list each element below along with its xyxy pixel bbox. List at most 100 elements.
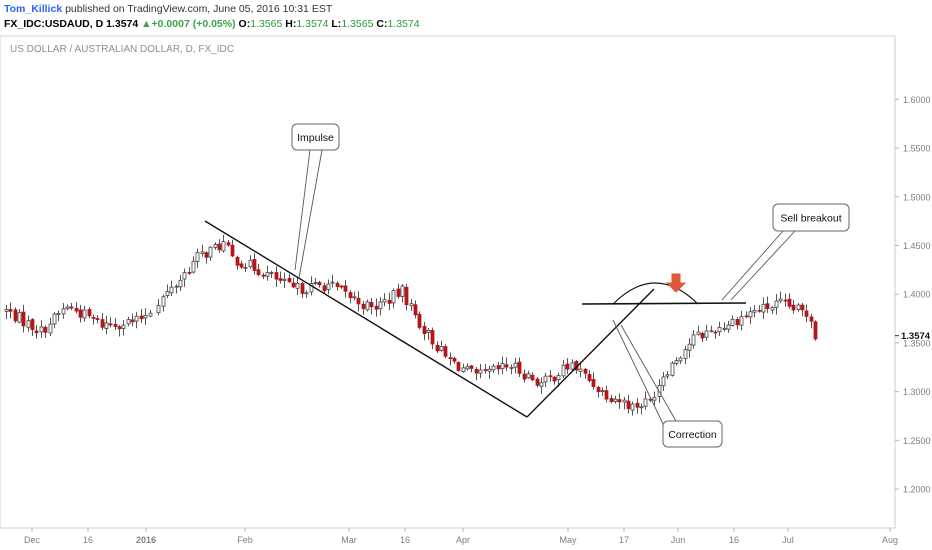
candle-down	[387, 299, 392, 304]
candle-up	[213, 243, 218, 248]
high-value: 1.3574	[296, 18, 329, 30]
candle-down	[744, 315, 749, 318]
candle-down	[74, 307, 79, 312]
candle-down	[648, 398, 653, 401]
candle-down	[552, 376, 557, 382]
open-label: O:	[238, 18, 251, 30]
plot-area[interactable]	[0, 35, 896, 529]
candle-down	[278, 278, 283, 281]
price-tick-label: 1.3000	[903, 387, 931, 397]
candle-down	[804, 310, 809, 317]
candle-up	[161, 296, 166, 307]
candle-up	[208, 246, 213, 258]
time-tick-label: 17	[619, 535, 629, 545]
sell-breakout-callout-box	[772, 203, 850, 232]
chart-title: US DOLLAR / AUSTRALIAN DOLLAR, D, FX_IDC	[10, 44, 234, 55]
correction-trendline	[526, 288, 655, 418]
sell-breakout-callout-pointer	[730, 230, 796, 301]
candle-up	[770, 307, 775, 311]
candle-up	[513, 362, 518, 368]
candle-down	[217, 243, 222, 251]
candle-up	[674, 360, 679, 364]
candle-up	[752, 309, 757, 313]
impulse-trendline	[204, 220, 528, 418]
candle-up	[243, 266, 248, 269]
candle-up	[221, 241, 226, 252]
candle-down	[591, 379, 596, 387]
candle-down	[108, 323, 113, 326]
candle-down	[117, 326, 122, 330]
candle-down	[204, 252, 209, 258]
triangle-up-icon: ▲	[141, 18, 152, 30]
author-link[interactable]: Tom_Killick	[4, 3, 63, 15]
candlestick-series	[4, 234, 818, 416]
time-tick-label: May	[559, 535, 577, 545]
price-tick-label: 1.2000	[903, 485, 931, 495]
candle-up	[17, 312, 22, 323]
candle-up	[691, 334, 696, 346]
candle-up	[465, 366, 470, 370]
candle-up	[652, 397, 657, 401]
candle-down	[348, 292, 353, 299]
time-tick-label: Aug	[882, 535, 898, 545]
candle-up	[478, 369, 483, 374]
candle-down	[369, 302, 374, 308]
candle-down	[235, 256, 240, 266]
candle-down	[530, 374, 535, 381]
time-tick-label: 16	[729, 535, 739, 545]
candle-down	[291, 282, 296, 288]
candle-up	[687, 343, 692, 351]
time-tick-label: Mar	[341, 535, 357, 545]
candle-up	[578, 368, 583, 372]
candle-up	[326, 283, 331, 290]
candle-up	[48, 323, 53, 334]
candle-up	[265, 272, 270, 277]
candle-up	[539, 382, 544, 387]
price-tick-label: 1.4000	[903, 290, 931, 300]
candle-down	[474, 368, 479, 374]
rounding-top-arc	[612, 282, 699, 305]
candle-down	[809, 316, 814, 322]
candle-down	[256, 269, 261, 276]
candle-up	[717, 326, 722, 333]
candle-up	[487, 368, 492, 372]
candle-up	[696, 331, 701, 335]
time-tick-label: 16	[83, 535, 93, 545]
candle-down	[791, 304, 796, 311]
candle-down	[496, 365, 501, 370]
candle-down	[587, 374, 592, 381]
candle-up	[426, 329, 431, 333]
candle-down	[417, 313, 422, 328]
sell-breakout-callout-label: Sell breakout	[780, 213, 841, 225]
candle-up	[622, 399, 627, 403]
candle-down	[87, 309, 92, 317]
candle-up	[248, 259, 253, 268]
candle-down	[361, 303, 366, 310]
candle-up	[195, 252, 200, 262]
candle-down	[735, 319, 740, 326]
published-text: published on TradingView.com, June 05, 2…	[65, 3, 333, 15]
candle-up	[657, 384, 662, 397]
candle-down	[374, 305, 379, 310]
candle-up	[378, 301, 383, 310]
impulse-callout-pointer	[294, 149, 311, 271]
candle-down	[813, 321, 818, 340]
candle-down	[34, 330, 39, 334]
candle-down	[548, 375, 553, 378]
time-axis: Dec 16 2016 Feb Mar 16 Apr May 17 Jun 16 Jul Aug	[24, 528, 898, 545]
price-tick-label: 1.3500	[903, 338, 931, 348]
last-price-axis-label: 1.3574	[895, 331, 931, 342]
candle-up	[39, 326, 44, 333]
candle-up	[600, 390, 605, 392]
price-tick-label: 1.5000	[903, 192, 931, 202]
candle-down	[604, 390, 609, 400]
correction-callout-pointer	[612, 319, 666, 429]
symbol-ohlc-line: FX_IDC:USDAUD, D 1.3574 ▲+0.0007 (+0.05%…	[4, 18, 420, 30]
price-change: +0.0007 (+0.05%)	[151, 18, 236, 30]
candle-down	[113, 323, 118, 327]
symbol-label[interactable]: FX_IDC:USDAUD, D	[4, 18, 104, 30]
annotation-drawings	[204, 220, 747, 418]
candle-up	[200, 251, 205, 254]
impulse-callout-box	[291, 123, 340, 151]
